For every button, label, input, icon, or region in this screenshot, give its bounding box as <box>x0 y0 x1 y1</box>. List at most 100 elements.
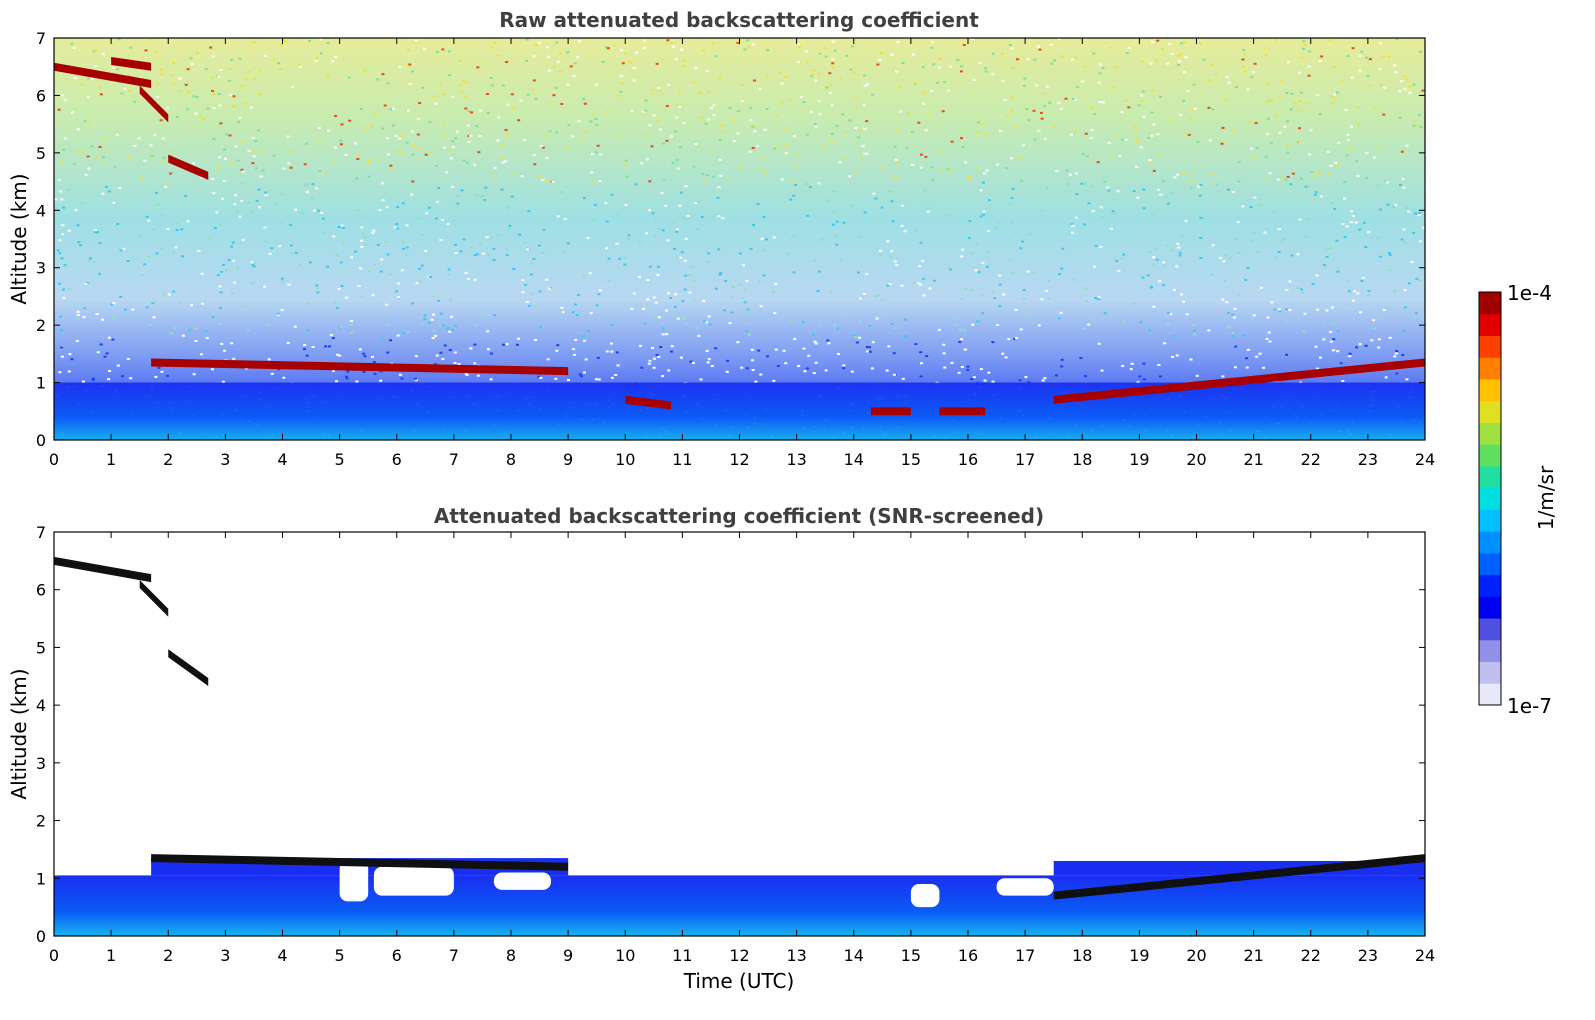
colorbar-swatch <box>1479 400 1501 423</box>
x-tick-label: 18 <box>1072 946 1092 965</box>
cloud-layer <box>168 649 209 687</box>
boundary-layer <box>54 382 1425 440</box>
cloud-layer <box>1053 854 1425 900</box>
top-title: Raw attenuated backscattering coefficien… <box>499 8 979 32</box>
colorbar-swatches <box>1479 292 1501 706</box>
x-tick-label: 22 <box>1301 946 1321 965</box>
colorbar-swatch <box>1479 465 1501 489</box>
x-tick-label: 9 <box>563 946 573 965</box>
bottom-ticks: 0 1 2 3 4 5 6 7 8 9 10 11 12 13 14 15 16 17 18 19 20 21 22 23 24… <box>36 523 1435 965</box>
bottom-panel: Attenuated backscattering coefficient (S… <box>7 504 1435 993</box>
x-tick-label: 21 <box>1243 946 1263 965</box>
x-tick-label: 13 <box>786 450 806 469</box>
x-tick-label: 5 <box>335 450 345 469</box>
boundary-layer <box>54 875 1425 936</box>
cloud-layer <box>54 556 152 583</box>
cloud-layer <box>1053 358 1425 404</box>
x-tick-label: 14 <box>844 450 864 469</box>
colorbar-swatch <box>1479 509 1501 532</box>
x-tick-label: 6 <box>392 946 402 965</box>
x-tick-label: 0 <box>49 946 59 965</box>
x-tick-label: 11 <box>672 450 692 469</box>
x-tick-label: 3 <box>220 450 230 469</box>
colorbar-swatch <box>1479 639 1501 663</box>
colorbar: 1e-4 1e-7 1/m/sr <box>1478 281 1558 718</box>
x-tick-label: 17 <box>1015 450 1035 469</box>
x-tick-label: 21 <box>1243 450 1263 469</box>
colorbar-swatch <box>1479 487 1501 510</box>
bottom-ylabel: Altitude (km) <box>7 668 31 799</box>
cloud-layer <box>151 854 569 871</box>
y-tick-label: 3 <box>36 754 46 773</box>
x-tick-label: 23 <box>1358 946 1378 965</box>
colorbar-swatch <box>1479 292 1501 315</box>
y-tick-label: 1 <box>36 869 46 888</box>
colorbar-swatch <box>1479 422 1501 445</box>
y-tick-label: 4 <box>36 696 46 715</box>
x-tick-label: 9 <box>563 450 573 469</box>
colorbar-swatch <box>1479 357 1501 380</box>
x-tick-label: 7 <box>449 450 459 469</box>
y-tick-label: 5 <box>36 638 46 657</box>
cloud-layer <box>54 62 152 88</box>
colorbar-swatch <box>1479 444 1501 467</box>
x-tick-label: 16 <box>958 450 978 469</box>
colorbar-swatch <box>1479 552 1501 576</box>
cloud-layer <box>139 579 169 617</box>
x-tick-label: 17 <box>1015 946 1035 965</box>
colorbar-swatch <box>1479 335 1501 358</box>
top-panel: Raw attenuated backscattering coefficien… <box>7 8 1435 469</box>
x-tick-label: 22 <box>1301 450 1321 469</box>
y-tick-label: 2 <box>36 316 46 335</box>
colorbar-swatch <box>1479 313 1501 336</box>
x-tick-label: 20 <box>1186 946 1206 965</box>
screened-gap <box>339 860 369 902</box>
y-tick-label: 7 <box>36 29 46 48</box>
x-tick-label: 12 <box>729 450 749 469</box>
bottom-xlabel: Time (UTC) <box>683 969 795 993</box>
y-tick-label: 4 <box>36 201 46 220</box>
x-tick-label: 18 <box>1072 450 1092 469</box>
x-tick-label: 6 <box>392 450 402 469</box>
y-tick-label: 7 <box>36 523 46 542</box>
top-ticks: 0 1 2 3 4 5 6 7 8 9 10 11 12 13 14 15 16 17 18 19 20 21 22 23 24… <box>36 29 1435 469</box>
x-tick-label: 14 <box>844 946 864 965</box>
cloud-layer <box>111 56 152 71</box>
screened-gap <box>910 884 940 908</box>
colorbar-unit-label: 1/m/sr <box>1534 465 1558 530</box>
x-tick-label: 23 <box>1358 450 1378 469</box>
y-tick-label: 1 <box>36 374 46 393</box>
colorbar-frame <box>1478 291 1502 706</box>
noise-background <box>54 38 1425 440</box>
colorbar-swatch <box>1479 531 1501 554</box>
y-tick-label: 3 <box>36 259 46 278</box>
x-tick-label: 24 <box>1415 450 1435 469</box>
y-tick-label: 6 <box>36 86 46 105</box>
x-tick-label: 19 <box>1129 946 1149 965</box>
cloud-layer <box>151 358 569 376</box>
x-tick-label: 7 <box>449 946 459 965</box>
y-tick-label: 5 <box>36 144 46 163</box>
cloud-layer <box>139 85 169 123</box>
x-tick-label: 2 <box>163 450 173 469</box>
x-tick-label: 8 <box>506 450 516 469</box>
y-tick-label: 0 <box>36 927 46 946</box>
x-tick-label: 1 <box>106 946 116 965</box>
x-tick-label: 2 <box>163 946 173 965</box>
y-tick-label: 6 <box>36 581 46 600</box>
top-ylabel: Altitude (km) <box>7 173 31 304</box>
bottom-plot-area <box>54 556 1425 936</box>
colorbar-swatch <box>1479 683 1501 706</box>
x-tick-label: 15 <box>901 450 921 469</box>
x-tick-label: 20 <box>1186 450 1206 469</box>
cloud-layer <box>939 407 986 416</box>
colorbar-min-label: 1e-7 <box>1507 694 1552 718</box>
x-tick-label: 4 <box>277 946 287 965</box>
cloud-layer <box>168 154 209 180</box>
colorbar-max-label: 1e-4 <box>1507 281 1552 305</box>
x-tick-label: 1 <box>106 450 116 469</box>
colorbar-swatch <box>1479 596 1501 619</box>
x-tick-label: 10 <box>615 450 635 469</box>
x-tick-label: 11 <box>672 946 692 965</box>
